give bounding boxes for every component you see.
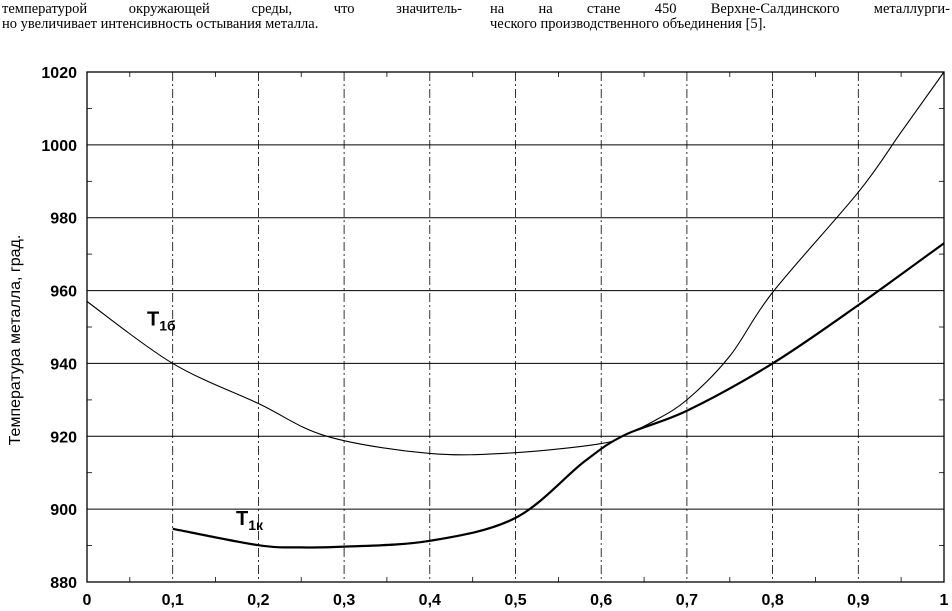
svg-text:0,8: 0,8 bbox=[761, 592, 783, 609]
svg-text:1020: 1020 bbox=[41, 65, 77, 82]
svg-text:0,1: 0,1 bbox=[162, 592, 184, 609]
svg-text:0,4: 0,4 bbox=[419, 592, 441, 609]
svg-text:0,5: 0,5 bbox=[504, 592, 526, 609]
svg-text:1: 1 bbox=[940, 592, 949, 609]
svg-text:980: 980 bbox=[50, 211, 77, 228]
svg-text:0,2: 0,2 bbox=[247, 592, 269, 609]
svg-text:880: 880 bbox=[50, 575, 77, 592]
svg-text:960: 960 bbox=[50, 284, 77, 301]
svg-text:900: 900 bbox=[50, 502, 77, 519]
svg-text:Температура металла, град.: Температура металла, град. bbox=[7, 235, 24, 446]
svg-text:0,7: 0,7 bbox=[676, 592, 698, 609]
svg-text:920: 920 bbox=[50, 429, 77, 446]
svg-text:1000: 1000 bbox=[41, 138, 77, 155]
svg-text:T1к: T1к bbox=[236, 508, 264, 533]
svg-text:T1б: T1б bbox=[147, 309, 176, 334]
svg-text:940: 940 bbox=[50, 356, 77, 373]
svg-text:0,6: 0,6 bbox=[590, 592, 612, 609]
svg-text:0,9: 0,9 bbox=[847, 592, 869, 609]
svg-text:0,3: 0,3 bbox=[333, 592, 355, 609]
svg-text:0: 0 bbox=[83, 592, 92, 609]
